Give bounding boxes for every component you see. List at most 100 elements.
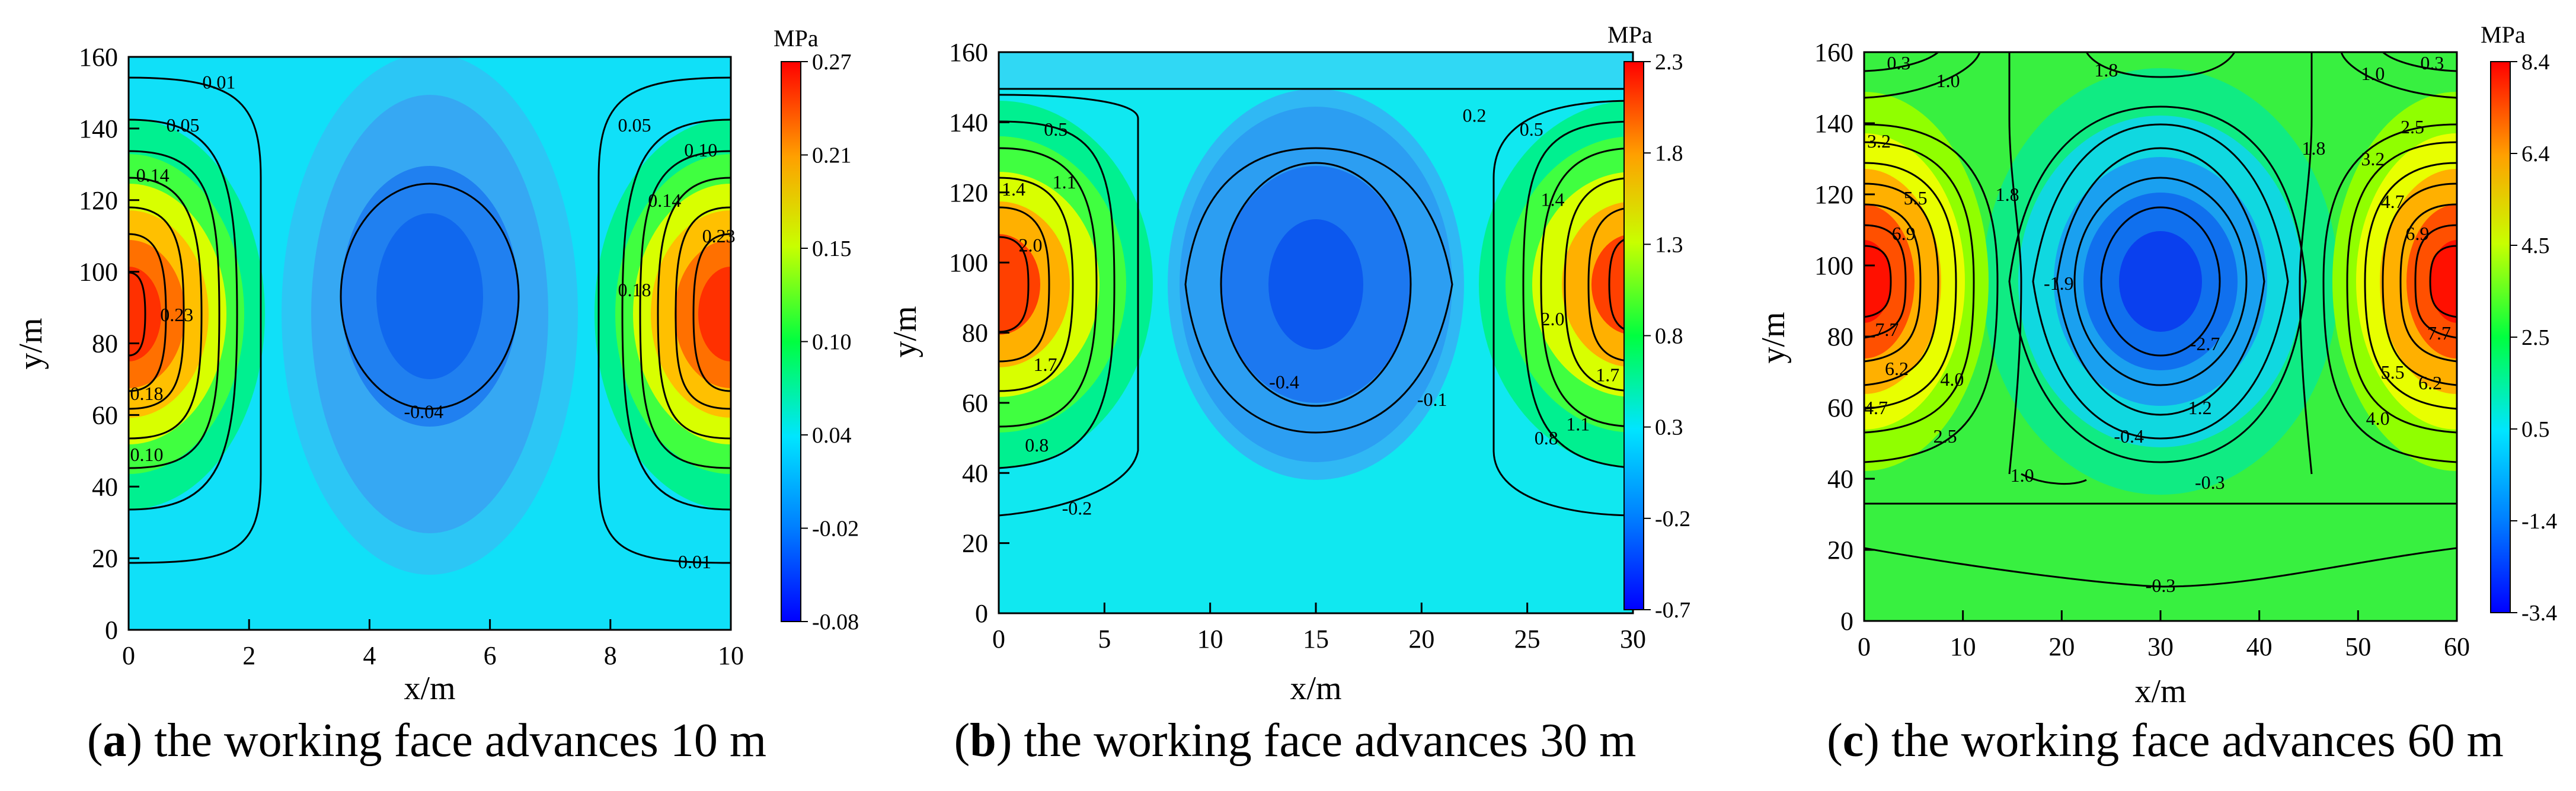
colorbar-tick-label: 0.10: [812, 330, 852, 355]
y-tick-label: 140: [79, 114, 118, 143]
y-tick-label: 160: [79, 43, 118, 72]
x-tick-label: 10: [1197, 625, 1223, 654]
panel-b-x-ticks: 0 5 10 15 20 25 30: [992, 603, 1646, 654]
contour-label: 1.8: [1996, 184, 2019, 205]
x-tick-label: 60: [2444, 632, 2470, 661]
contour-label: 6.2: [1885, 358, 1909, 379]
contour-label: 1.4: [1002, 178, 1025, 200]
caption-b-text: the working face advances 30 m: [1024, 715, 1637, 767]
x-tick-label: 5: [1098, 625, 1111, 654]
colorbar-tick-label: -0.02: [812, 517, 859, 542]
y-tick-label: 140: [1814, 109, 1853, 138]
colorbar-tick-label: 0.04: [812, 423, 852, 448]
panel-a-field: [129, 57, 731, 630]
colorbar-tick-label: 6.4: [2521, 142, 2550, 166]
contour-label: 0.8: [1025, 434, 1049, 456]
caption-a-text: the working face advances 10 m: [154, 715, 767, 767]
y-tick-label: 60: [92, 401, 118, 430]
contour-label: 4.0: [2366, 408, 2390, 429]
contour-label: 0.05: [166, 114, 199, 136]
contour-label: 0.05: [618, 114, 651, 136]
colorbar-tick-label: -0.08: [812, 610, 859, 635]
contour-label: 0.3: [1887, 52, 1910, 73]
x-tick-label: 40: [2246, 632, 2273, 661]
y-tick-label: 0: [1840, 607, 1853, 636]
contour-label: 4.7: [1864, 397, 1888, 418]
colorbar-tick-label: 1.3: [1655, 232, 1683, 257]
y-tick-label: 20: [962, 529, 988, 558]
contour-label: 0.5: [1044, 119, 1068, 140]
panel-b-ylabel: y/m: [887, 306, 923, 357]
colorbar-tick-label: 0.27: [812, 50, 852, 75]
y-tick-label: 100: [1814, 251, 1853, 280]
panel-b-xlabel: x/m: [1290, 670, 1341, 707]
x-tick-label: 0: [122, 641, 135, 670]
panel-a-xlabel: x/m: [404, 670, 455, 707]
x-tick-label: 0: [1858, 632, 1871, 661]
contour-label: 4.7: [2381, 191, 2405, 212]
panel-c-y-ticks: 0 20 40 60 80 100 120 140 160: [1814, 38, 1875, 636]
contour-label: 2.5: [2401, 116, 2424, 137]
contour-label: 0.23: [160, 304, 193, 325]
caption-c-text: the working face advances 60 m: [1891, 715, 2504, 767]
colorbar-tick-label: -3.4: [2521, 601, 2557, 626]
panel-b-contour-labels: 0.5 1.4 1.1 2.0 1.7 0.8 -0.2 -0.4 -0.1 0.2 0.5 1.4 2…: [1002, 105, 1619, 519]
contour-label: 6.9: [1892, 223, 1916, 244]
colorbar-tick-label: -0.7: [1655, 598, 1690, 623]
panel-a-x-ticks: 0 2 4 6 8 10: [122, 619, 744, 670]
caption-c: (c) the working face advances 60 m: [1827, 715, 2504, 767]
contour-label: 1.4: [1541, 189, 1564, 210]
contour-label: -0.2: [1062, 497, 1092, 518]
contour-label: -0.04: [404, 401, 444, 422]
contour-label: 4.0: [1940, 369, 1964, 390]
y-tick-label: 120: [949, 178, 988, 207]
panel-a-unit: MPa: [774, 25, 819, 52]
contour-label: 0.01: [678, 551, 711, 572]
panel-c-field: [1864, 52, 2457, 621]
contour-label: 1.0: [1936, 70, 1960, 91]
y-tick-label: 20: [92, 544, 118, 573]
panel-c-unit: MPa: [2481, 21, 2526, 48]
contour-label: 0.14: [648, 190, 681, 211]
contour-label: 0.5: [1520, 119, 1543, 140]
x-tick-label: 50: [2345, 632, 2371, 661]
contour-label: 2.0: [1019, 235, 1043, 256]
colorbar-tick-label: 8.4: [2521, 50, 2550, 75]
contour-label: 1.7: [1596, 364, 1619, 386]
panel-b-colorbar: MPa -0.7 -0.2 0.3 0.8 1.3 1.8 2.3: [1607, 21, 1690, 623]
y-tick-label: 40: [962, 459, 988, 488]
panel-a-contour-labels: 0.01 0.05 0.14 0.23 0.18 0.10 -0.04 0.05 0.10 0.1…: [130, 71, 735, 572]
x-tick-label: 6: [484, 641, 497, 670]
y-tick-label: 0: [105, 616, 118, 645]
x-tick-label: 10: [1950, 632, 1976, 661]
panel-c-colorbar: MPa -3.4 -1.4 0.5 2.5 4.5 6.4 8.4: [2481, 21, 2557, 626]
colorbar-tick-label: 0.3: [1655, 415, 1683, 440]
contour-label: -1.9: [2044, 273, 2074, 294]
y-tick-label: 160: [1814, 38, 1853, 67]
y-tick-label: 100: [79, 258, 118, 287]
contour-label: 0.2: [1463, 105, 1487, 126]
caption-b: (b) the working face advances 30 m: [954, 715, 1637, 767]
x-tick-label: 25: [1514, 625, 1541, 654]
contour-label: 6.9: [2405, 223, 2429, 244]
y-tick-label: 0: [975, 599, 988, 628]
contour-label: 5.5: [2381, 361, 2405, 383]
contour-label: 6.2: [2418, 372, 2442, 393]
contour-label: 7.7: [2427, 322, 2451, 344]
contour-label: 0.18: [618, 279, 651, 300]
contour-label: 0.23: [702, 225, 736, 246]
contour-label: 1.2: [2188, 397, 2212, 418]
colorbar-tick-label: 2.5: [2521, 325, 2550, 350]
panel-b-unit: MPa: [1607, 21, 1653, 48]
colorbar-tick-label: 4.5: [2521, 233, 2550, 258]
contour-label: 3.2: [1867, 130, 1891, 152]
x-tick-label: 20: [2048, 632, 2075, 661]
x-tick-label: 20: [1408, 625, 1434, 654]
y-tick-label: 80: [962, 319, 988, 348]
panel-a-y-ticks: 0 20 40 60 80 100 120 140 160: [79, 43, 139, 645]
caption-b-letter: b: [970, 715, 996, 767]
x-tick-label: 15: [1303, 625, 1329, 654]
y-tick-label: 160: [949, 38, 988, 67]
y-tick-label: 80: [1827, 322, 1853, 351]
